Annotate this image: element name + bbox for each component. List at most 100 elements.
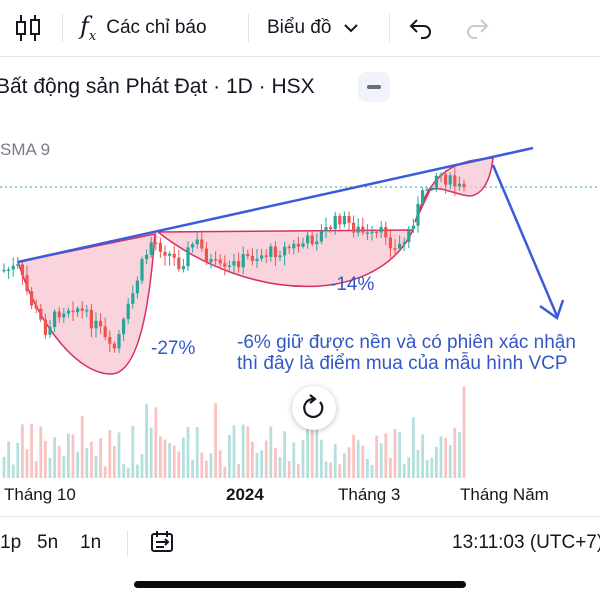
candle-body (416, 203, 420, 226)
range-button[interactable]: 1n (80, 532, 102, 553)
collapse-legend-button[interactable] (358, 72, 390, 102)
volume-bar (306, 397, 309, 478)
down-arrow-line (491, 164, 559, 317)
volume-bar (448, 445, 452, 478)
go-to-date-icon[interactable] (150, 530, 176, 559)
volume-bar (379, 443, 383, 478)
candle-body (126, 303, 130, 320)
candle-body (296, 243, 300, 247)
volume-bar (412, 417, 415, 478)
candle-body (30, 291, 34, 306)
undo-icon[interactable] (408, 0, 434, 56)
candle-body (439, 174, 443, 176)
candle-body (250, 255, 254, 261)
candle-body (122, 319, 126, 335)
time-axis[interactable]: Tháng 10 2024 Tháng 3 Tháng Năm (0, 480, 600, 512)
volume-bar (416, 450, 420, 478)
symbol-title: Bất động sản Phát Đạt · 1D · HSX (0, 75, 315, 98)
candle-body (145, 254, 149, 260)
volume-bar (48, 457, 52, 478)
volume-bar (113, 446, 116, 478)
volume-bar (338, 464, 342, 478)
volume-bar (209, 453, 213, 478)
volume-bar (251, 441, 254, 478)
candle-body (168, 253, 172, 256)
cup-shape-right (414, 157, 494, 223)
candle-body (306, 235, 310, 244)
volume-bar (57, 445, 61, 478)
candle-body (11, 265, 15, 270)
reset-zoom-button[interactable] (292, 386, 336, 430)
candle-body (411, 225, 415, 229)
candle-body (342, 215, 346, 225)
volume-bar (407, 457, 411, 478)
toolbar-divider (248, 14, 249, 42)
candle-body (163, 251, 167, 256)
volume-bar (260, 450, 263, 478)
range-button[interactable]: 5n (37, 532, 59, 553)
indicator-legend[interactable]: SMA 9 (0, 140, 51, 159)
candle-body (181, 266, 185, 270)
volume-bar (343, 453, 346, 478)
volume-bar (7, 441, 10, 478)
volume-bar (398, 432, 401, 478)
drop-label-left: -27% (151, 338, 195, 359)
time-axis-label: Tháng 3 (338, 485, 401, 504)
chart-type-button[interactable]: Biểu đồ (267, 0, 359, 56)
candle-body (112, 343, 116, 349)
volume-bar (356, 440, 360, 478)
volume-bar (168, 443, 171, 478)
candle-body (25, 275, 29, 292)
candle-body (62, 313, 66, 318)
candle-body (214, 259, 218, 261)
resistance-trendline (17, 146, 534, 264)
candle-body (131, 293, 135, 304)
volume-bar (44, 440, 47, 478)
clock-timezone[interactable]: 13:11:03 (UTC+7) (452, 532, 600, 553)
indicators-button[interactable]: fx Các chỉ báo (80, 0, 207, 56)
candle-body (421, 190, 425, 204)
volume-bar (444, 438, 447, 478)
volume-bar (140, 454, 144, 478)
candle-body (462, 183, 466, 188)
chart-type-label: Biểu đồ (267, 17, 332, 38)
candle-body (186, 247, 190, 267)
candle-body (237, 261, 241, 268)
candle-body (223, 263, 227, 267)
price-chart[interactable]: -27% -14% -6% giữ được nền và có phiên x… (0, 112, 600, 480)
candle-body (227, 265, 231, 267)
candle-body (393, 248, 397, 250)
candles-icon[interactable] (14, 0, 42, 56)
candle-body (241, 254, 245, 268)
volume-bar (34, 461, 38, 478)
volume-bar (195, 427, 199, 478)
candle-body (66, 310, 70, 314)
candle-body (80, 308, 84, 311)
volume-bar (108, 430, 112, 478)
volume-bar (223, 466, 227, 478)
minus-icon (367, 85, 381, 89)
bottom-border (0, 516, 600, 517)
volume-bar (71, 434, 75, 478)
symbol-header[interactable]: Bất động sản Phát Đạt · 1D · HSX (0, 62, 315, 112)
volume-bar (53, 437, 56, 478)
home-indicator (134, 581, 466, 588)
volume-bar (421, 434, 424, 478)
toolbar-border (0, 56, 600, 57)
candle-body (448, 175, 452, 185)
volume-bar (384, 433, 388, 478)
volume-bar (241, 424, 245, 478)
volume-bar (269, 426, 273, 478)
redo-icon[interactable] (464, 0, 490, 56)
candle-body (99, 320, 103, 327)
candle-body (356, 226, 360, 233)
volume-bar (301, 440, 305, 478)
range-button[interactable]: 1p (0, 532, 22, 553)
candle-body (246, 254, 250, 256)
volume-bar (149, 427, 153, 478)
candle-body (232, 261, 236, 266)
volume-bar (30, 423, 33, 478)
candle-body (204, 248, 208, 263)
volume-bar (237, 464, 240, 478)
volume-bar (315, 426, 319, 478)
